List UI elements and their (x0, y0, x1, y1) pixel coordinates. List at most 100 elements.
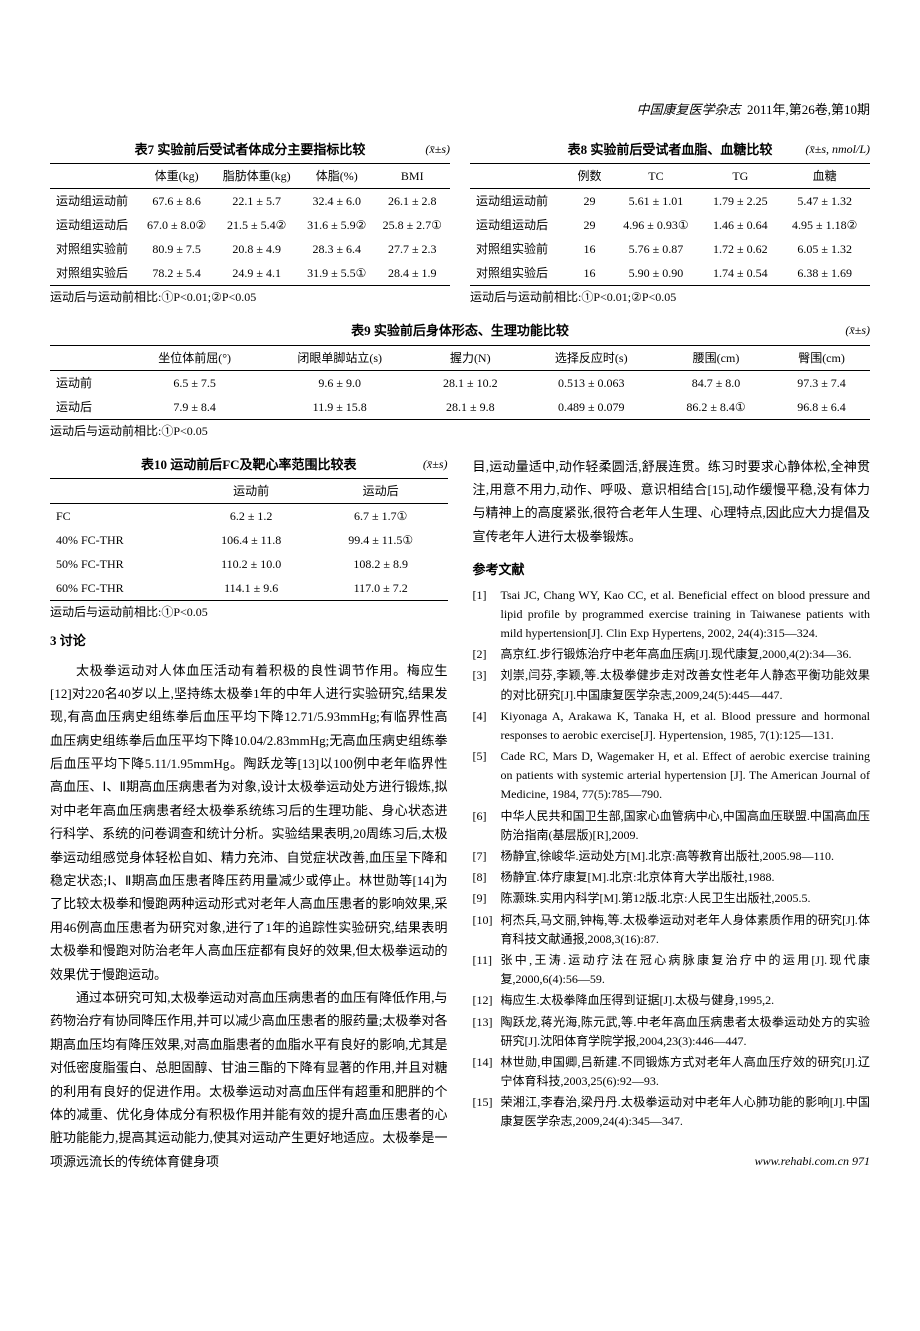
reference-item: [9]陈灏珠.实用内科学[M].第12版.北京:人民卫生出版社,2005.5. (473, 889, 871, 908)
reference-number: [9] (473, 889, 501, 908)
table-header: 运动前 (188, 479, 313, 504)
table-header: 体脂(%) (299, 164, 374, 189)
table-cell: 运动组运动前 (50, 189, 139, 214)
table-cell: 6.5 ± 7.5 (127, 370, 263, 395)
table-cell: 1.79 ± 2.25 (701, 189, 779, 214)
table8-title: 表8 实验前后受试者血脂、血糖比较 (x̄±s, nmol/L) (470, 140, 870, 160)
reference-text: 高京红.步行锻炼治疗中老年高血压病[J].现代康复,2000,4(2):34—3… (501, 645, 871, 664)
table10: 运动前运动后 FC6.2 ± 1.26.7 ± 1.7①40% FC-THR10… (50, 478, 448, 601)
table-cell: 运动前 (50, 370, 127, 395)
table-cell: 6.2 ± 1.2 (188, 504, 313, 529)
table-cell: 5.76 ± 0.87 (611, 237, 702, 261)
table-cell: 0.489 ± 0.079 (524, 395, 659, 420)
table-cell: 24.9 ± 4.1 (214, 261, 299, 286)
reference-item: [5]Cade RC, Mars D, Wagemaker H, et al. … (473, 747, 871, 805)
table9-header-row: 坐位体前屈(°)闭眼单脚站立(s)握力(N)选择反应时(s)腰围(cm)臀围(c… (50, 345, 870, 370)
reference-text: 荣湘江,李春治,梁丹丹.太极拳运动对中老年人心肺功能的影响[J].中国康复医学杂… (501, 1093, 871, 1131)
reference-number: [14] (473, 1053, 501, 1091)
table7-note: 运动后与运动前相比:①P<0.01;②P<0.05 (50, 288, 450, 306)
reference-number: [7] (473, 847, 501, 866)
table-cell: 106.4 ± 11.8 (188, 528, 313, 552)
table-cell: 28.1 ± 10.2 (417, 370, 524, 395)
table-cell: 11.9 ± 15.8 (262, 395, 417, 420)
table-row: 运动前6.5 ± 7.59.6 ± 9.028.1 ± 10.20.513 ± … (50, 370, 870, 395)
table-cell: 6.7 ± 1.7① (314, 504, 448, 529)
reference-text: 陈灏珠.实用内科学[M].第12版.北京:人民卫生出版社,2005.5. (501, 889, 871, 908)
table-cell: 1.74 ± 0.54 (701, 261, 779, 286)
table-cell: 117.0 ± 7.2 (314, 576, 448, 601)
table-cell: 对照组实验后 (470, 261, 568, 286)
two-column-layout: 表10 运动前后FC及靶心率范围比较表 (x̄±s) 运动前运动后 FC6.2 … (50, 455, 870, 1174)
table-cell: 22.1 ± 5.7 (214, 189, 299, 214)
table-cell: 对照组实验前 (470, 237, 568, 261)
left-column: 表10 运动前后FC及靶心率范围比较表 (x̄±s) 运动前运动后 FC6.2 … (50, 455, 448, 1174)
reference-number: [3] (473, 666, 501, 704)
table-header: 运动后 (314, 479, 448, 504)
reference-number: [1] (473, 586, 501, 644)
table-cell: 28.1 ± 9.8 (417, 395, 524, 420)
table7-title: 表7 实验前后受试者体成分主要指标比较 (x̄±s) (50, 140, 450, 160)
table-header: 闭眼单脚站立(s) (262, 345, 417, 370)
page-footer: www.rehabi.com.cn 971 (473, 1152, 871, 1170)
table-cell: 25.8 ± 2.7① (375, 213, 451, 237)
table-cell: 67.6 ± 8.6 (139, 189, 214, 214)
table-cell: 27.7 ± 2.3 (375, 237, 451, 261)
reference-number: [4] (473, 707, 501, 745)
table10-body: FC6.2 ± 1.26.7 ± 1.7①40% FC-THR106.4 ± 1… (50, 504, 448, 601)
table-cell: 28.4 ± 1.9 (375, 261, 451, 286)
table8-note: 运动后与运动前相比:①P<0.01;②P<0.05 (470, 288, 870, 306)
table9: 坐位体前屈(°)闭眼单脚站立(s)握力(N)选择反应时(s)腰围(cm)臀围(c… (50, 345, 870, 420)
reference-number: [5] (473, 747, 501, 805)
table-cell: 6.38 ± 1.69 (779, 261, 870, 286)
table-cell: 97.3 ± 7.4 (773, 370, 870, 395)
table-cell: 20.8 ± 4.9 (214, 237, 299, 261)
table-cell: 1.46 ± 0.64 (701, 213, 779, 237)
reference-item: [7]杨静宜,徐峻华.运动处方[M].北京:高等教育出版社,2005.98—11… (473, 847, 871, 866)
table10-block: 表10 运动前后FC及靶心率范围比较表 (x̄±s) 运动前运动后 FC6.2 … (50, 455, 448, 622)
tables-row-1: 表7 实验前后受试者体成分主要指标比较 (x̄±s) 体重(kg)脂肪体重(kg… (50, 140, 870, 307)
table-cell: 29 (568, 213, 610, 237)
table-header (470, 164, 568, 189)
table9-block: 表9 实验前后身体形态、生理功能比较 (x̄±s) 坐位体前屈(°)闭眼单脚站立… (50, 321, 870, 440)
reference-text: 杨静宜,徐峻华.运动处方[M].北京:高等教育出版社,2005.98—110. (501, 847, 871, 866)
reference-item: [14]林世勋,申国卿,吕新建.不同锻炼方式对老年人高血压疗效的研究[J].辽宁… (473, 1053, 871, 1091)
reference-text: 张中,王涛.运动疗法在冠心病脉康复治疗中的运用[J].现代康复,2000,6(4… (501, 951, 871, 989)
table-row: 50% FC-THR110.2 ± 10.0108.2 ± 8.9 (50, 552, 448, 576)
table-cell: 5.61 ± 1.01 (611, 189, 702, 214)
table7-header-row: 体重(kg)脂肪体重(kg)体脂(%)BMI (50, 164, 450, 189)
table-cell: 26.1 ± 2.8 (375, 189, 451, 214)
reference-item: [1]Tsai JC, Chang WY, Kao CC, et al. Ben… (473, 586, 871, 644)
table-cell: 108.2 ± 8.9 (314, 552, 448, 576)
table-row: 运动组运动前295.61 ± 1.011.79 ± 2.255.47 ± 1.3… (470, 189, 870, 214)
table-header: 坐位体前屈(°) (127, 345, 263, 370)
journal-name: 中国康复医学杂志 (636, 102, 740, 117)
table-cell: FC (50, 504, 188, 529)
table-header: 腰围(cm) (659, 345, 773, 370)
table-header: 血糖 (779, 164, 870, 189)
table-cell: 84.7 ± 8.0 (659, 370, 773, 395)
table-row: 40% FC-THR106.4 ± 11.899.4 ± 11.5① (50, 528, 448, 552)
reference-text: 梅应生.太极拳降血压得到证据[J].太极与健身,1995,2. (501, 991, 871, 1010)
table-cell: 28.3 ± 6.4 (299, 237, 374, 261)
table-header (50, 164, 139, 189)
table-cell: 40% FC-THR (50, 528, 188, 552)
reference-text: 杨静宜.体疗康复[M].北京:北京体育大学出版社,1988. (501, 868, 871, 887)
reference-item: [15]荣湘江,李春治,梁丹丹.太极拳运动对中老年人心肺功能的影响[J].中国康… (473, 1093, 871, 1131)
table7-body: 运动组运动前67.6 ± 8.622.1 ± 5.732.4 ± 6.026.1… (50, 189, 450, 286)
reference-item: [3]刘崇,闫芬,李颖,等.太极拳健步走对改善女性老年人静态平衡功能效果的对比研… (473, 666, 871, 704)
reference-number: [10] (473, 911, 501, 949)
table9-title: 表9 实验前后身体形态、生理功能比较 (x̄±s) (50, 321, 870, 341)
table-cell: 7.9 ± 8.4 (127, 395, 263, 420)
reference-number: [13] (473, 1013, 501, 1051)
table-row: 运动组运动后67.0 ± 8.0②21.5 ± 5.4②31.6 ± 5.9②2… (50, 213, 450, 237)
reference-number: [12] (473, 991, 501, 1010)
reference-text: Tsai JC, Chang WY, Kao CC, et al. Benefi… (501, 586, 871, 644)
table-row: 运动后7.9 ± 8.411.9 ± 15.828.1 ± 9.80.489 ±… (50, 395, 870, 420)
reference-item: [11]张中,王涛.运动疗法在冠心病脉康复治疗中的运用[J].现代康复,2000… (473, 951, 871, 989)
table-header: TC (611, 164, 702, 189)
references-title: 参考文献 (473, 560, 871, 580)
table-cell: 6.05 ± 1.32 (779, 237, 870, 261)
table-cell: 16 (568, 237, 610, 261)
reference-number: [11] (473, 951, 501, 989)
table-cell: 67.0 ± 8.0② (139, 213, 214, 237)
